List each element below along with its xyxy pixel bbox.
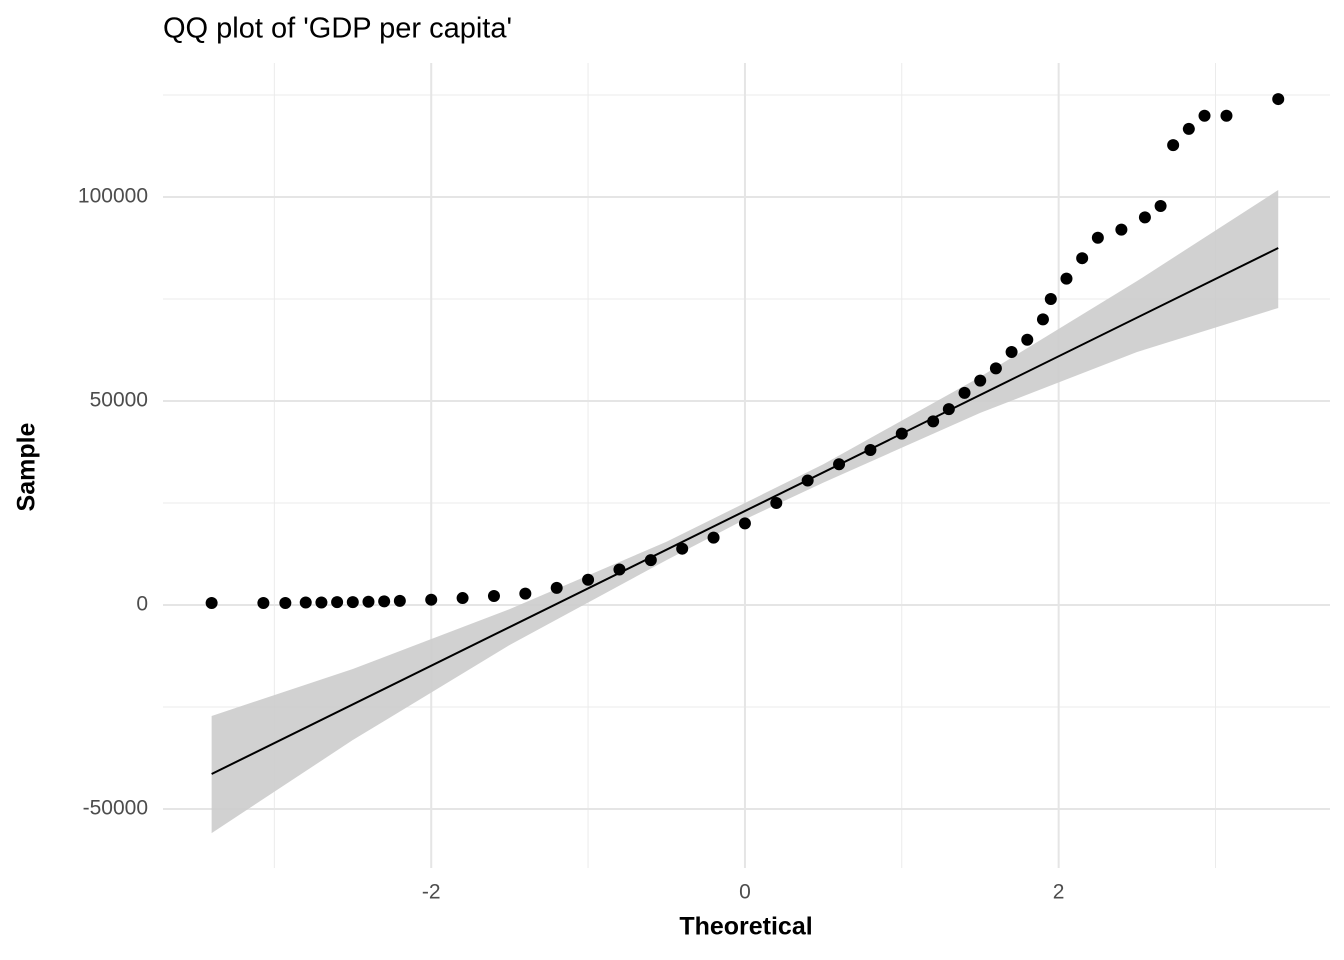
point <box>582 573 595 586</box>
y-tick-label: 0 <box>136 593 148 616</box>
point <box>362 595 375 608</box>
x-tick-label: 0 <box>739 881 751 904</box>
point <box>1036 313 1049 326</box>
x-axis-title: Theoretical <box>679 913 812 941</box>
point <box>1005 346 1018 359</box>
point <box>205 596 218 609</box>
y-axis-title: Sample <box>13 422 41 511</box>
point <box>1091 231 1104 244</box>
point <box>550 581 563 594</box>
point <box>989 362 1002 375</box>
y-tick-label: 50000 <box>90 389 148 412</box>
y-tick-label: 100000 <box>78 185 148 208</box>
point <box>1115 223 1128 236</box>
point <box>676 542 689 555</box>
point <box>864 443 877 456</box>
chart-title: QQ plot of 'GDP per capita' <box>163 13 512 45</box>
point <box>378 595 391 608</box>
point <box>738 517 751 530</box>
point <box>613 563 626 576</box>
reference-line <box>211 247 1279 775</box>
point <box>927 415 940 428</box>
point <box>974 374 987 387</box>
point <box>487 590 500 603</box>
point <box>1198 109 1211 122</box>
point <box>1167 139 1180 152</box>
point <box>456 592 469 605</box>
x-tick-label: -2 <box>422 881 441 904</box>
y-tick-label: -50000 <box>83 797 148 820</box>
point <box>801 474 814 487</box>
point <box>331 596 344 609</box>
point <box>1060 272 1073 285</box>
point <box>1182 122 1195 135</box>
point <box>958 386 971 399</box>
point <box>1044 292 1057 305</box>
point <box>299 596 312 609</box>
point <box>1220 109 1233 122</box>
point <box>1154 199 1167 212</box>
point <box>1076 252 1089 265</box>
x-tick-label: 2 <box>1053 881 1065 904</box>
point <box>833 458 846 471</box>
point <box>519 587 532 600</box>
point <box>1272 93 1285 106</box>
point <box>895 427 908 440</box>
point <box>315 596 328 609</box>
point <box>425 593 438 606</box>
point <box>1021 333 1034 346</box>
point <box>942 403 955 416</box>
point <box>1138 211 1151 224</box>
point <box>257 596 270 609</box>
point <box>644 554 657 567</box>
point <box>346 596 359 609</box>
point <box>770 496 783 509</box>
point <box>279 596 292 609</box>
point <box>393 594 406 607</box>
point <box>707 531 720 544</box>
